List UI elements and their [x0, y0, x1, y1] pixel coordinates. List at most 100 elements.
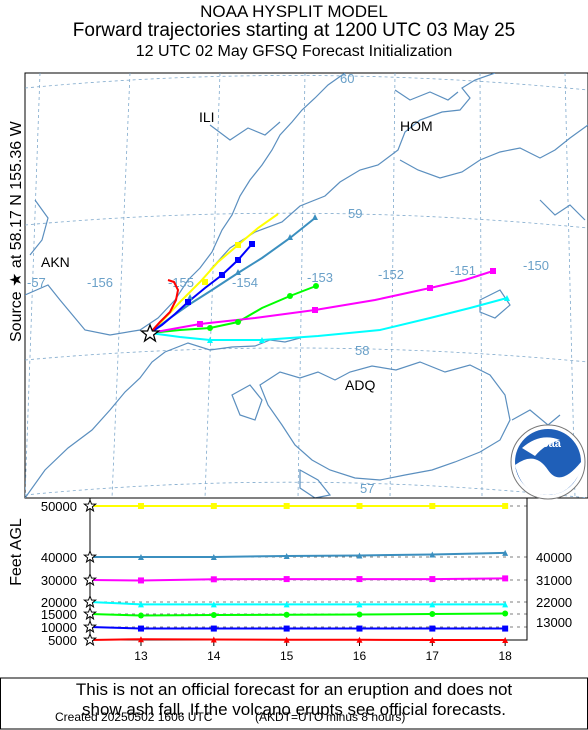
y-tick-label-right: 13000 — [536, 615, 572, 630]
inlet-coast — [209, 73, 496, 271]
y-tick-labels-right: 40000 31000 22000 13000 — [536, 550, 572, 630]
marker — [219, 272, 225, 278]
trajectory-markers — [185, 214, 510, 343]
height-point — [502, 601, 509, 608]
marker — [313, 283, 319, 289]
start-star — [82, 572, 98, 587]
meridian-line — [204, 73, 221, 498]
height-point — [210, 636, 217, 643]
island-coast — [231, 384, 263, 421]
coast-detail — [209, 121, 281, 141]
lon-label: -151 — [450, 263, 476, 278]
height-point — [429, 625, 436, 632]
x-tick-label: 13 — [134, 649, 148, 663]
place-label-hom: HOM — [400, 118, 433, 134]
created-timestamp: Created 20250502 1606 UTC — [55, 710, 213, 724]
y-tick-label: 20000 — [41, 595, 77, 610]
trajectory-cyan — [149, 297, 508, 341]
height-point — [356, 576, 363, 583]
marker — [207, 325, 213, 331]
height-point — [356, 601, 363, 608]
lat-label: 57 — [360, 481, 374, 496]
logo-wave — [515, 458, 581, 495]
height-line — [89, 638, 506, 641]
noaa-logo: noaa — [510, 424, 586, 500]
start-star — [82, 606, 98, 621]
lon-label: -57 — [27, 275, 46, 290]
height-point — [283, 503, 290, 509]
kenai-coast — [399, 124, 588, 179]
marker — [504, 295, 510, 301]
height-point — [210, 601, 217, 608]
height-point — [137, 577, 144, 584]
x-tick-label: 18 — [498, 649, 512, 663]
height-point — [502, 549, 509, 556]
lon-label: -154 — [232, 275, 258, 290]
start-star — [82, 498, 98, 513]
mainland-coast — [25, 73, 346, 336]
height-point — [356, 636, 363, 643]
x-tick-label: 14 — [207, 649, 221, 663]
map-panel: -57 -156 -155 -154 -153 -152 -151 -150 6… — [24, 72, 588, 500]
height-point — [137, 554, 144, 560]
marker — [202, 279, 208, 285]
lat-label: 59 — [348, 206, 362, 221]
parallel-line — [25, 481, 588, 498]
parallel-line — [25, 212, 588, 229]
x-tick-label: 17 — [426, 649, 440, 663]
trajectory-title: Forward trajectories starting at 1200 UT… — [72, 20, 516, 41]
height-point — [210, 503, 217, 509]
place-label-adq: ADQ — [345, 377, 375, 393]
marker — [427, 285, 433, 291]
meridian-line — [25, 73, 41, 498]
x-tick-labels: 13 14 15 16 17 18 — [134, 649, 512, 663]
height-point — [137, 625, 144, 632]
height-frame — [89, 497, 528, 641]
y-tick-label: 40000 — [41, 550, 77, 565]
height-point — [429, 503, 436, 509]
height-point — [283, 611, 290, 618]
map-frame — [24, 72, 588, 499]
marker — [187, 294, 193, 300]
marker — [312, 214, 318, 220]
y-tick-label-right: 31000 — [536, 573, 572, 588]
height-point — [502, 610, 509, 617]
marker — [490, 268, 496, 274]
marker — [249, 241, 255, 247]
height-point — [210, 576, 217, 583]
meridian-line — [111, 73, 131, 498]
height-point — [283, 601, 290, 608]
marker — [197, 321, 203, 327]
coastline — [25, 73, 588, 498]
marker — [312, 307, 318, 313]
y-tick-label: 30000 — [41, 573, 77, 588]
y-tick-label: 15000 — [41, 607, 77, 622]
coast-detail — [394, 89, 459, 101]
height-point — [356, 503, 363, 509]
x-tick-label: 16 — [353, 649, 367, 663]
height-point — [429, 551, 436, 558]
place-label-ili: ILI — [199, 109, 215, 125]
marker — [235, 257, 241, 263]
marker — [259, 337, 265, 343]
parallel-line — [25, 347, 588, 363]
disclaimer-line-1: This is not an official forecast for an … — [75, 680, 513, 699]
lon-label: -153 — [307, 270, 333, 285]
height-point — [137, 601, 144, 608]
coast-detail — [29, 199, 49, 256]
start-star — [82, 619, 98, 634]
source-star — [139, 323, 161, 343]
logo-text: noaa — [535, 438, 562, 450]
height-point — [502, 637, 509, 643]
y-tick-label-right: 22000 — [536, 595, 572, 610]
lon-label: -156 — [87, 275, 113, 290]
height-point — [283, 552, 290, 559]
graticule — [25, 73, 588, 498]
trajectory-red — [149, 279, 180, 334]
height-point — [137, 636, 144, 643]
height-point — [356, 552, 363, 559]
height-point — [502, 625, 509, 632]
meridian-line — [389, 73, 396, 498]
